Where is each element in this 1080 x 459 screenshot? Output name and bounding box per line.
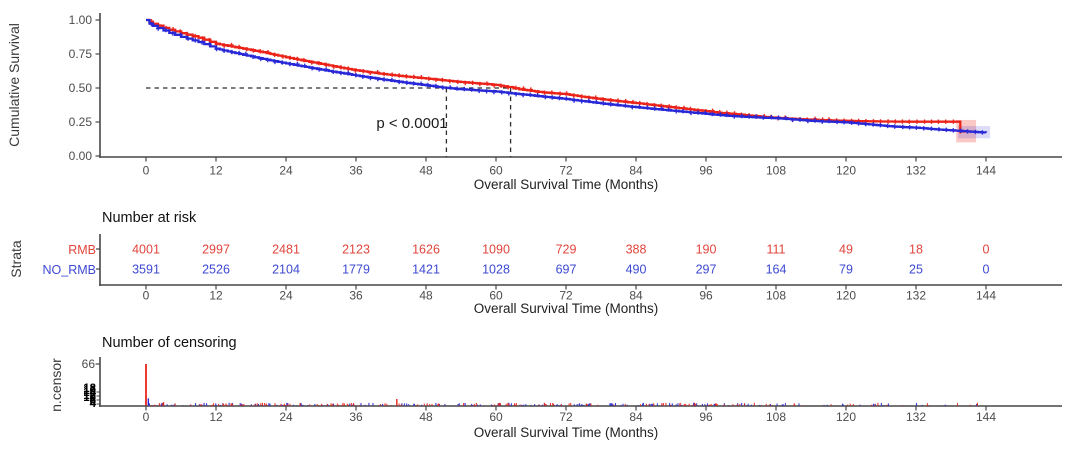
- svg-text:2481: 2481: [272, 243, 300, 257]
- censor-plot-title: Number of censoring: [102, 335, 237, 351]
- censor-ytick-blob-label: 8: [89, 394, 96, 406]
- strata-label-no-rmb: NO_RMB: [42, 262, 96, 277]
- svg-text:72: 72: [559, 410, 573, 424]
- svg-text:24: 24: [279, 164, 293, 178]
- svg-text:190: 190: [696, 243, 717, 257]
- censor-x-axis-title: Overall Survival Time (Months): [473, 425, 659, 440]
- svg-text:36: 36: [349, 164, 363, 178]
- svg-text:2526: 2526: [202, 263, 230, 277]
- svg-text:48: 48: [419, 164, 433, 178]
- svg-text:1090: 1090: [482, 243, 510, 257]
- svg-text:25: 25: [909, 263, 923, 277]
- svg-text:84: 84: [629, 410, 643, 424]
- svg-text:729: 729: [556, 243, 577, 257]
- svg-text:111: 111: [766, 243, 785, 257]
- svg-text:24: 24: [279, 410, 293, 424]
- risk-table: 0 12 24 36 48 60 72 84 96 108 120 132 144 4001 2997 248…: [96, 234, 1062, 303]
- svg-text:0: 0: [983, 263, 990, 277]
- svg-text:0.75: 0.75: [69, 47, 93, 61]
- svg-text:60: 60: [489, 410, 503, 424]
- svg-text:1779: 1779: [342, 263, 370, 277]
- svg-text:2104: 2104: [272, 263, 300, 277]
- svg-text:0: 0: [143, 410, 150, 424]
- strata-label-rmb: RMB: [68, 242, 96, 257]
- svg-text:49: 49: [839, 243, 853, 257]
- svg-text:0: 0: [143, 289, 150, 303]
- risk-table-title: Number at risk: [102, 210, 197, 226]
- svg-text:0.50: 0.50: [69, 81, 93, 95]
- svg-text:0: 0: [143, 164, 150, 178]
- svg-text:144: 144: [976, 164, 996, 178]
- svg-text:697: 697: [556, 263, 577, 277]
- censor-ytick-blob-label: 10: [83, 391, 96, 404]
- censor-ytick-blob-label: 6: [89, 396, 96, 409]
- svg-text:1028: 1028: [482, 263, 510, 277]
- svg-text:1.00: 1.00: [69, 13, 93, 27]
- svg-text:1626: 1626: [412, 243, 440, 257]
- svg-text:96: 96: [699, 164, 713, 178]
- svg-text:12: 12: [209, 289, 223, 303]
- svg-text:2123: 2123: [342, 243, 370, 257]
- svg-text:144: 144: [976, 410, 996, 424]
- svg-text:164: 164: [766, 263, 787, 277]
- svg-text:72: 72: [559, 289, 573, 303]
- svg-text:48: 48: [419, 289, 433, 303]
- svg-text:36: 36: [349, 289, 363, 303]
- svg-text:0.25: 0.25: [69, 115, 93, 129]
- svg-text:72: 72: [559, 164, 573, 178]
- pvalue-annotation: p < 0.0001: [376, 115, 448, 132]
- svg-text:120: 120: [836, 164, 856, 178]
- risk-x-axis-title: Overall Survival Time (Months): [473, 301, 659, 316]
- svg-text:132: 132: [906, 289, 926, 303]
- svg-text:132: 132: [906, 410, 926, 424]
- censor-ytick-blob-label: 18: [83, 383, 96, 395]
- censor-ytick-blob-label: 16: [83, 385, 96, 398]
- censor-ytick-blob-label: 4: [89, 398, 96, 411]
- svg-text:60: 60: [489, 164, 503, 178]
- svg-text:96: 96: [699, 410, 713, 424]
- censor-ytick-66: 66: [81, 357, 95, 371]
- svg-text:297: 297: [696, 263, 717, 277]
- svg-text:3591: 3591: [132, 263, 160, 277]
- svg-text:144: 144: [976, 289, 996, 303]
- svg-text:0: 0: [983, 243, 990, 257]
- svg-text:48: 48: [419, 410, 433, 424]
- svg-text:108: 108: [766, 289, 786, 303]
- svg-text:4001: 4001: [132, 243, 160, 257]
- svg-text:132: 132: [906, 164, 926, 178]
- svg-text:108: 108: [766, 410, 786, 424]
- svg-text:120: 120: [836, 410, 856, 424]
- svg-text:388: 388: [626, 243, 647, 257]
- svg-text:18: 18: [909, 243, 923, 257]
- svg-text:120: 120: [836, 289, 856, 303]
- svg-text:84: 84: [629, 164, 643, 178]
- svg-text:2997: 2997: [202, 243, 230, 257]
- censor-ytick-blob-label: 14: [83, 387, 96, 400]
- svg-text:36: 36: [349, 410, 363, 424]
- svg-text:108: 108: [766, 164, 786, 178]
- survival-plot: 0 12 24 36 48 60 72 84 96 108 120 132 144 1.00 0.75 0.5…: [69, 13, 1062, 178]
- svg-text:12: 12: [209, 410, 223, 424]
- survival-x-axis-title: Overall Survival Time (Months): [473, 177, 659, 192]
- svg-text:84: 84: [629, 289, 643, 303]
- svg-text:1421: 1421: [412, 263, 440, 277]
- svg-text:24: 24: [279, 289, 293, 303]
- svg-text:0.00: 0.00: [69, 149, 93, 163]
- svg-text:79: 79: [839, 263, 853, 277]
- svg-text:12: 12: [209, 164, 223, 178]
- svg-text:490: 490: [626, 263, 647, 277]
- censor-plot: 0 12 24 36 48 60 72 84 96 108 120 132 144: [95, 357, 1062, 424]
- censor-ytick-blob-label: 12: [83, 389, 96, 402]
- svg-text:96: 96: [699, 289, 713, 303]
- svg-text:60: 60: [489, 289, 503, 303]
